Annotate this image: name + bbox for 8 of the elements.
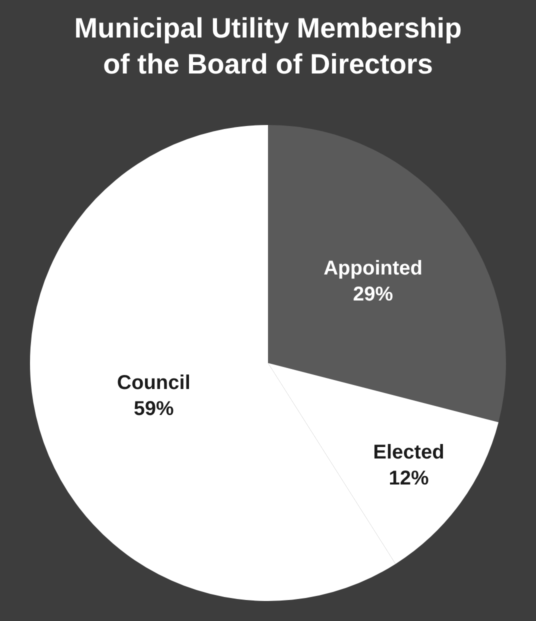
slice-label: Elected: [373, 441, 444, 464]
chart-title: Municipal Utility Membership of the Board of Directors: [74, 12, 462, 80]
data-label: 59%: [134, 398, 174, 420]
pie-slice: [268, 125, 506, 422]
slice-label: Appointed: [324, 258, 422, 280]
slice-label: Council: [117, 372, 190, 394]
data-label: 29%: [353, 284, 394, 306]
data-label: 12%: [388, 467, 429, 490]
